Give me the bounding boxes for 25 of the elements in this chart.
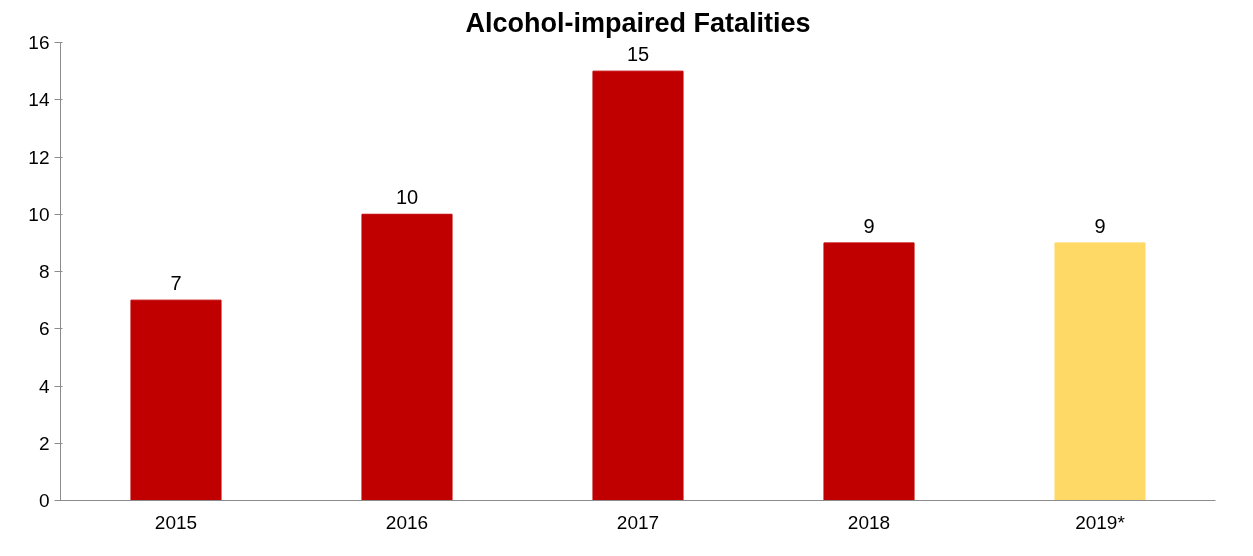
y-tick-label: 6 <box>38 318 50 340</box>
y-tick-label: 14 <box>28 89 50 111</box>
bar <box>823 242 915 501</box>
y-tick-label: 0 <box>38 490 50 511</box>
y-tick-label: 16 <box>28 32 50 53</box>
bar <box>592 70 684 501</box>
data-label: 9 <box>863 214 875 237</box>
x-tick-label: 2018 <box>847 511 891 533</box>
data-label: 9 <box>1094 214 1106 237</box>
chart-title: Alcohol-impaired Fatalities <box>465 7 811 38</box>
data-label: 7 <box>170 272 182 295</box>
y-tick-label: 4 <box>38 375 50 397</box>
bar <box>1054 242 1146 501</box>
y-tick-label: 8 <box>38 261 50 282</box>
bar <box>130 299 222 501</box>
x-tick-label: 2015 <box>154 511 198 533</box>
bar <box>361 213 453 501</box>
data-label: 15 <box>626 43 650 66</box>
x-tick-label: 2016 <box>385 511 429 533</box>
data-label: 10 <box>395 186 419 209</box>
y-tick-label: 2 <box>38 432 50 454</box>
x-tick-label: 2019* <box>1075 511 1126 533</box>
x-tick-label: 2017 <box>616 511 660 533</box>
y-tick-label: 10 <box>28 203 50 225</box>
y-tick-label: 12 <box>28 146 50 168</box>
